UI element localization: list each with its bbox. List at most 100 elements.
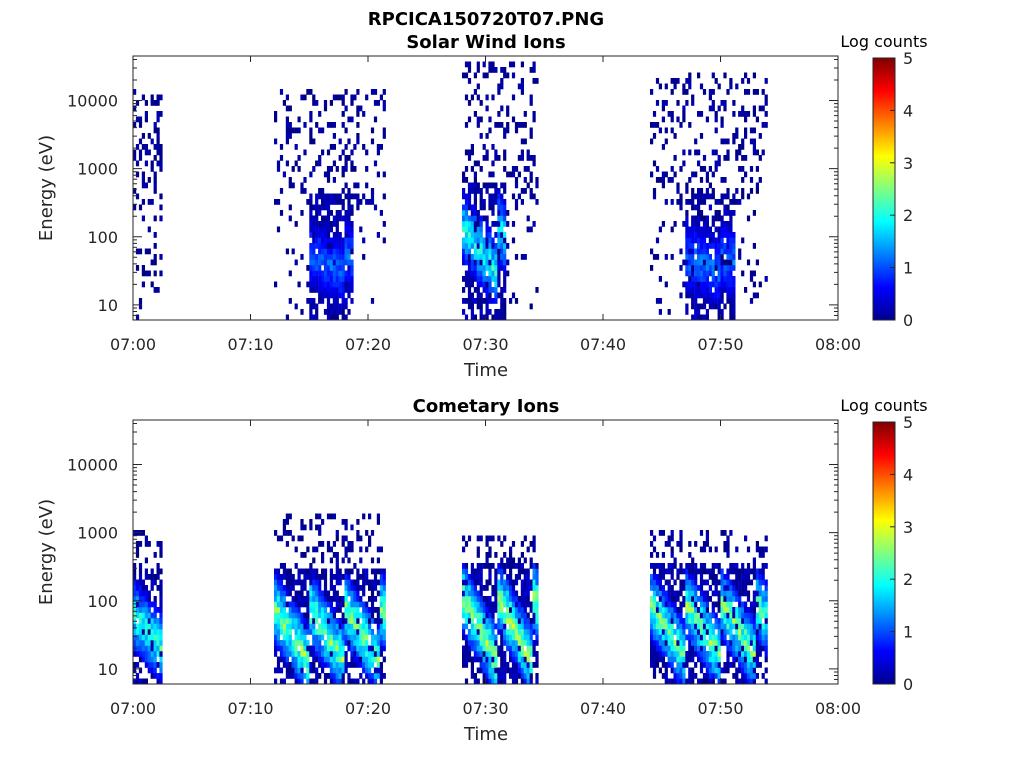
spectrogram-cell — [717, 265, 721, 271]
spectrogram-cell — [133, 204, 137, 211]
spectrogram-cell — [470, 94, 474, 101]
spectrogram-cell — [702, 166, 707, 172]
spectrogram-cell — [685, 634, 689, 641]
spectrogram-cell — [147, 645, 151, 652]
spectrogram-cell — [535, 623, 539, 630]
spectrogram-cell — [723, 248, 727, 255]
spectrogram-cell — [685, 563, 689, 569]
spectrogram-cell — [470, 645, 474, 652]
spectrogram-cell — [341, 314, 345, 321]
spectrogram-cell — [676, 656, 680, 663]
spectrogram-cell — [338, 281, 342, 288]
spectrogram-cell — [312, 232, 316, 238]
spectrogram-cell — [347, 634, 351, 641]
spectrogram-cell — [744, 662, 748, 668]
spectrogram-cell — [341, 303, 345, 310]
spectrogram-cell — [514, 601, 519, 608]
spectrogram-cell — [150, 568, 154, 575]
spectrogram-cell — [147, 601, 151, 608]
spectrogram-cell — [323, 287, 328, 293]
spectrogram-cell — [141, 585, 145, 591]
spectrogram-cell — [752, 629, 756, 635]
spectrogram-cell — [382, 133, 386, 139]
spectrogram-cell — [694, 149, 698, 156]
spectrogram-cell — [744, 89, 748, 95]
spectrogram-cell — [685, 607, 689, 613]
spectrogram-cell — [752, 656, 756, 663]
spectrogram-cell — [338, 193, 342, 200]
spectrogram-cell — [379, 612, 383, 619]
spectrogram-cell — [705, 171, 709, 178]
spectrogram-cell — [312, 596, 316, 602]
spectrogram-cell — [500, 83, 504, 90]
spectrogram-cell — [335, 270, 339, 277]
spectrogram-cell — [741, 662, 745, 668]
spectrogram-cell — [529, 651, 533, 657]
spectrogram-cell — [523, 574, 527, 580]
spectrogram-cell — [479, 276, 483, 282]
spectrogram-cell — [732, 232, 736, 238]
spectrogram-cell — [147, 226, 151, 233]
spectrogram-cell — [500, 579, 504, 586]
spectrogram-cell — [138, 629, 143, 635]
spectrogram-cell — [476, 83, 480, 90]
y-tick-label: 10 — [98, 296, 118, 315]
spectrogram-cell — [705, 667, 709, 674]
spectrogram-cell — [294, 144, 298, 150]
spectrogram-cell — [752, 607, 756, 613]
spectrogram-cell — [347, 585, 351, 591]
spectrogram-cell — [723, 243, 727, 249]
spectrogram-cell — [491, 182, 495, 189]
spectrogram-cell — [332, 199, 336, 205]
spectrogram-cell — [321, 568, 325, 575]
spectrogram-cell — [688, 78, 692, 84]
spectrogram-cell — [746, 634, 751, 641]
spectrogram-cell — [676, 662, 680, 668]
spectrogram-cell — [699, 590, 704, 597]
spectrogram-cell — [535, 673, 539, 679]
spectrogram-cell — [676, 618, 680, 624]
spectrogram-cell — [694, 193, 698, 200]
spectrogram-cell — [679, 673, 683, 679]
spectrogram-cell — [514, 607, 519, 613]
spectrogram-cell — [526, 590, 530, 597]
spectrogram-cell — [746, 89, 751, 95]
spectrogram-cell — [503, 265, 507, 271]
spectrogram-cell — [714, 546, 718, 553]
spectrogram-cell — [726, 265, 730, 271]
spectrogram-cell — [370, 634, 375, 641]
spectrogram-cell — [368, 645, 372, 652]
spectrogram-cell — [752, 678, 756, 685]
spectrogram-cell — [462, 585, 466, 591]
spectrogram-cell — [332, 552, 336, 558]
spectrogram-cell — [735, 585, 739, 591]
spectrogram-cell — [473, 182, 477, 189]
spectrogram-cell — [464, 645, 469, 652]
spectrogram-cell — [500, 568, 504, 575]
spectrogram-cell — [535, 678, 539, 685]
spectrogram-cell — [494, 678, 498, 685]
spectrogram-cell — [332, 248, 336, 255]
spectrogram-cell — [682, 149, 686, 156]
spectrogram-cell — [732, 607, 736, 613]
spectrogram-cell — [711, 590, 715, 597]
spectrogram-cell — [297, 601, 301, 608]
spectrogram-cell — [288, 667, 292, 674]
spectrogram-cell — [691, 171, 695, 178]
spectrogram-cell — [368, 612, 372, 619]
spectrogram-cell — [285, 138, 289, 145]
spectrogram-cell — [300, 535, 304, 542]
spectrogram-cell — [344, 210, 348, 216]
spectrogram-cell — [318, 585, 322, 591]
spectrogram-cell — [335, 265, 339, 271]
spectrogram-cell — [344, 607, 348, 613]
spectrogram-cell — [714, 199, 718, 205]
spectrogram-cell — [344, 623, 348, 630]
spectrogram-cell — [159, 596, 163, 602]
spectrogram-cell — [688, 122, 692, 128]
spectrogram-cell — [144, 634, 148, 641]
spectrogram-cell — [697, 72, 701, 79]
spectrogram-cell — [752, 651, 756, 657]
spectrogram-cell — [141, 640, 145, 646]
spectrogram-cell — [347, 193, 351, 200]
